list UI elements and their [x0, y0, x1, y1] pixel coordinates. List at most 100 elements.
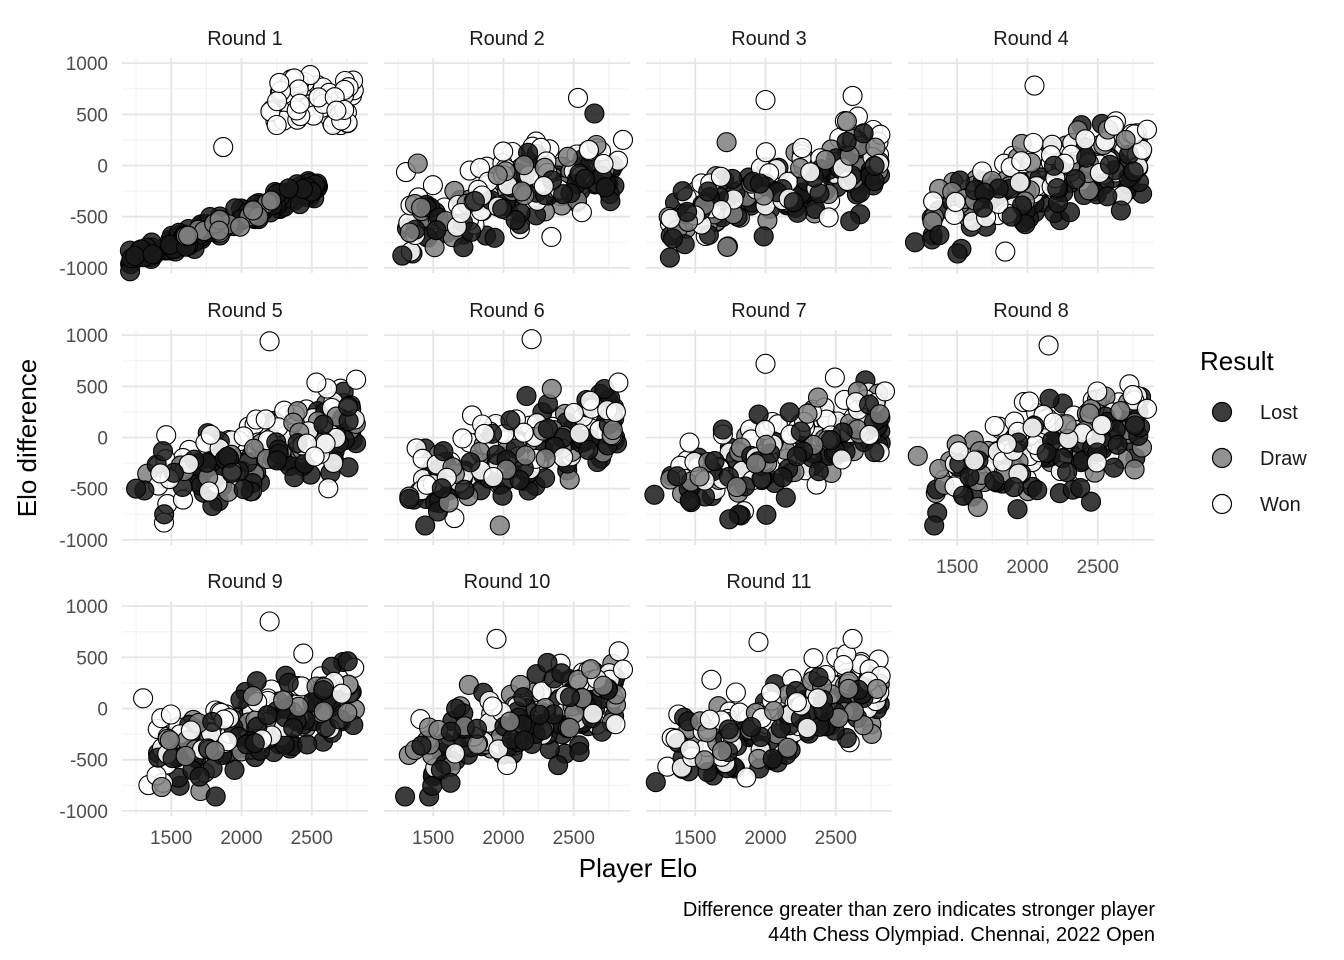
data-point-draw: [1115, 129, 1136, 150]
data-point-won: [612, 129, 634, 150]
x-tick-label: 2000: [1006, 557, 1048, 578]
data-point-lost: [786, 446, 807, 467]
data-point-won: [1087, 381, 1108, 402]
data-point-lost: [440, 772, 461, 793]
data-point-won: [474, 423, 495, 444]
data-point-lost: [537, 418, 558, 439]
data-point-won: [800, 162, 821, 183]
data-point-won: [1022, 417, 1043, 438]
caption-line-1: Difference greater than zero indicates s…: [683, 899, 1155, 921]
data-point-lost: [775, 487, 796, 508]
data-point-lost: [953, 485, 974, 506]
y-tick-label: -1000: [59, 531, 108, 552]
data-point-lost: [1057, 462, 1078, 483]
data-point-won: [1122, 385, 1143, 406]
data-point-won: [533, 176, 554, 197]
data-point-won: [995, 241, 1016, 262]
data-point-won: [1086, 452, 1107, 473]
data-point-draw: [756, 434, 777, 455]
data-point-lost: [712, 419, 733, 440]
data-point-won: [578, 139, 599, 160]
data-point-lost: [548, 755, 569, 776]
data-point-lost: [753, 226, 774, 247]
data-point-won: [842, 628, 863, 649]
data-point-lost: [929, 225, 950, 246]
data-point-lost: [1103, 457, 1124, 478]
data-point-lost: [399, 488, 420, 509]
data-point-draw: [511, 181, 532, 202]
x-tick-label: 1500: [412, 828, 454, 849]
data-point-won: [213, 137, 234, 158]
data-point-draw: [867, 678, 888, 699]
data-point-draw: [726, 476, 747, 498]
data-point-won: [422, 175, 443, 196]
data-point-won: [605, 714, 626, 735]
data-point-won: [679, 432, 700, 453]
data-point-lost: [704, 451, 725, 472]
data-point-won: [452, 428, 473, 449]
data-point-lost: [718, 719, 739, 740]
data-point-won: [1023, 132, 1044, 154]
data-point-lost: [762, 748, 783, 769]
legend-key-won: [1211, 493, 1233, 515]
facet-panel: Round 11: [645, 571, 892, 816]
data-point-draw: [499, 711, 520, 732]
data-point-draw: [777, 737, 798, 758]
y-tick-label: -1000: [59, 259, 108, 280]
data-point-won: [803, 648, 824, 669]
data-point-won: [612, 659, 634, 680]
data-point-draw: [815, 150, 836, 171]
data-point-won: [306, 372, 327, 393]
data-point-draw: [175, 745, 196, 767]
data-point-won: [1103, 115, 1124, 136]
data-point-lost: [466, 718, 488, 739]
data-point-lost: [426, 220, 447, 241]
data-point-won: [571, 202, 592, 223]
data-point-won: [1038, 335, 1059, 356]
data-point-draw: [151, 776, 172, 798]
facet-title: Round 4: [993, 28, 1069, 50]
data-point-lost: [454, 479, 475, 500]
data-point-lost: [756, 504, 777, 525]
data-point-draw: [838, 678, 859, 699]
data-point-draw: [593, 675, 614, 696]
data-point-won: [482, 696, 503, 717]
data-point-won: [842, 85, 863, 106]
data-point-draw: [1110, 401, 1131, 422]
data-point-lost: [267, 450, 288, 471]
data-point-lost: [790, 421, 811, 442]
facet-panel: Round 10: [384, 571, 634, 816]
x-tick-label: 2000: [220, 828, 262, 849]
data-point-draw: [514, 155, 535, 176]
data-point-lost: [233, 479, 254, 500]
data-point-lost: [679, 490, 700, 511]
x-tick-label: 2000: [744, 828, 786, 849]
data-point-draw: [797, 403, 818, 424]
x-tick-label: 2500: [291, 828, 333, 849]
data-point-lost: [313, 414, 334, 435]
data-point-won: [964, 450, 985, 471]
data-point-lost: [644, 484, 665, 505]
data-point-lost: [553, 184, 574, 205]
data-point-draw: [807, 387, 829, 408]
data-point-lost: [1043, 155, 1065, 176]
data-point-lost: [1124, 415, 1146, 436]
data-point-lost: [853, 123, 874, 144]
data-point-lost: [244, 733, 265, 754]
data-point-lost: [924, 515, 945, 536]
facet-title: Round 5: [207, 300, 283, 322]
data-point-lost: [677, 201, 698, 222]
data-point-won: [792, 137, 813, 159]
data-point-draw: [869, 404, 890, 425]
data-point-won: [293, 643, 314, 664]
data-point-won: [200, 424, 221, 445]
data-point-draw: [717, 236, 738, 257]
facet-title: Round 9: [207, 571, 283, 593]
data-point-lost: [719, 509, 740, 530]
y-tick-label: 500: [76, 105, 108, 126]
data-point-lost: [124, 245, 146, 267]
data-point-won: [755, 353, 776, 374]
data-point-draw: [764, 700, 785, 722]
data-point-lost: [836, 131, 857, 152]
data-point-won: [755, 142, 776, 163]
